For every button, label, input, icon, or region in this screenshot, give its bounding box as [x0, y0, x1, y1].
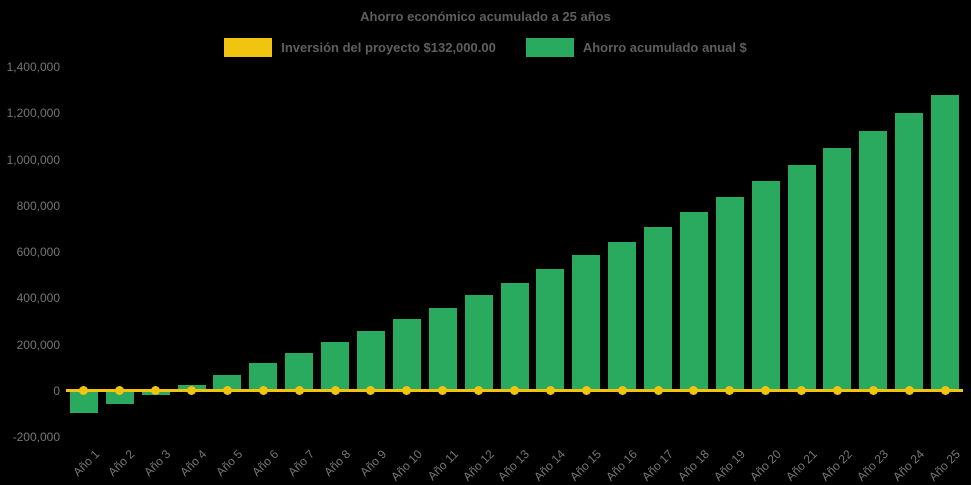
x-axis-label: Año 2: [105, 447, 138, 480]
x-axis-label: Año 23: [854, 447, 892, 484]
x-axis-label: Año 18: [675, 447, 712, 484]
investment-line-marker: [79, 386, 89, 396]
bar-ahorro-acumulado: [715, 196, 744, 391]
plot-area: [66, 67, 963, 437]
investment-line-marker: [904, 386, 914, 396]
investment-legend-label: Inversión del proyecto $132,000.00: [281, 40, 496, 55]
investment-line-marker: [581, 386, 591, 396]
bar-ahorro-acumulado: [895, 113, 924, 391]
y-axis-label: 1,000,000: [6, 152, 60, 167]
bar-ahorro-acumulado: [392, 319, 421, 391]
x-axis-label: Año 3: [141, 447, 174, 480]
x-axis-label: Año 6: [249, 447, 282, 480]
chart-legend: Inversión del proyecto $132,000.00 Ahorr…: [0, 38, 971, 57]
investment-line-marker: [438, 386, 448, 396]
y-axis-label: 400,000: [16, 291, 60, 306]
y-axis-label: 0: [53, 383, 60, 398]
x-axis-label: Año 17: [639, 447, 676, 484]
x-axis-label: Año 10: [387, 447, 425, 484]
bar-ahorro-acumulado: [105, 390, 134, 405]
investment-line-marker: [115, 386, 125, 396]
investment-line-marker: [187, 386, 197, 396]
bar-ahorro-acumulado: [356, 331, 385, 391]
x-axis-label: Año 4: [177, 447, 210, 480]
investment-line-marker: [868, 386, 878, 396]
bar-ahorro-acumulado: [787, 165, 816, 391]
bar-ahorro-acumulado: [428, 307, 457, 391]
bar-ahorro-acumulado: [572, 255, 601, 391]
x-axis-label: Año 1: [69, 447, 102, 480]
investment-line-marker: [940, 386, 950, 396]
bar-ahorro-acumulado: [500, 282, 529, 391]
investment-line-marker: [545, 386, 555, 396]
investment-line-marker: [725, 386, 735, 396]
investment-line-marker: [151, 386, 161, 396]
x-axis-label: Año 24: [890, 447, 928, 484]
investment-line-marker: [653, 386, 663, 396]
bar-ahorro-acumulado: [69, 390, 98, 413]
x-axis-label: Año 16: [603, 447, 641, 484]
bar-ahorro-acumulado: [285, 353, 314, 391]
investment-line-marker: [474, 386, 484, 396]
investment-line-marker: [258, 386, 268, 396]
chart-title: Ahorro económico acumulado a 25 años: [360, 9, 611, 24]
x-axis-label: Año 9: [356, 447, 389, 480]
x-axis-label: Año 25: [926, 447, 963, 484]
y-axis-label: -200,000: [12, 430, 60, 444]
savings-legend-label: Ahorro acumulado anual $: [582, 40, 747, 55]
y-axis-label: 200,000: [16, 337, 60, 352]
savings-legend-swatch: [525, 38, 574, 57]
investment-line-marker: [366, 386, 376, 396]
y-axis-label: 600,000: [16, 245, 60, 259]
investment-line-marker: [222, 386, 232, 396]
bar-ahorro-acumulado: [644, 227, 673, 391]
investment-line-marker: [832, 386, 842, 396]
y-axis-label: 1,400,000: [6, 60, 60, 74]
bar-ahorro-acumulado: [931, 95, 960, 391]
x-axis-label: Año 12: [459, 447, 497, 484]
x-axis-label: Año 14: [531, 447, 569, 484]
bar-ahorro-acumulado: [536, 269, 565, 391]
investment-line-marker: [617, 386, 627, 396]
x-axis-label: Año 20: [746, 447, 784, 484]
investment-line-marker: [402, 386, 412, 396]
bar-ahorro-acumulado: [823, 148, 852, 391]
bar-ahorro-acumulado: [464, 295, 493, 391]
x-axis-label: Año 5: [213, 447, 246, 480]
investment-line-marker: [330, 386, 340, 396]
x-axis-label: Año 21: [782, 447, 820, 484]
bar-ahorro-acumulado: [608, 241, 637, 391]
x-axis-label: Año 19: [710, 447, 748, 484]
x-axis-label: Año 7: [285, 447, 318, 480]
investment-legend-swatch: [224, 38, 273, 57]
x-axis-label: Año 13: [495, 447, 533, 484]
bar-ahorro-acumulado: [751, 181, 780, 391]
investment-line-marker: [797, 386, 807, 396]
y-axis-label: 1,200,000: [6, 106, 60, 121]
bar-ahorro-acumulado: [679, 212, 708, 391]
investment-line-marker: [689, 386, 699, 396]
x-axis-label: Año 15: [567, 447, 605, 484]
bar-ahorro-acumulado: [321, 342, 350, 391]
bar-ahorro-acumulado: [249, 363, 278, 391]
investment-line-marker: [510, 386, 519, 396]
bar-ahorro-acumulado: [859, 131, 888, 391]
x-axis-label: Año 8: [320, 447, 354, 480]
x-axis-label: Año 22: [818, 447, 856, 484]
bar-ahorro-acumulado: [213, 374, 242, 391]
investment-line-marker: [294, 386, 304, 396]
legend-item-investment: Inversión del proyecto $132,000.00: [224, 38, 496, 57]
y-axis-label: 800,000: [16, 198, 60, 213]
x-axis-label: Año 11: [424, 447, 461, 484]
investment-line-marker: [761, 386, 771, 396]
legend-item-savings: Ahorro acumulado anual $: [525, 38, 747, 57]
